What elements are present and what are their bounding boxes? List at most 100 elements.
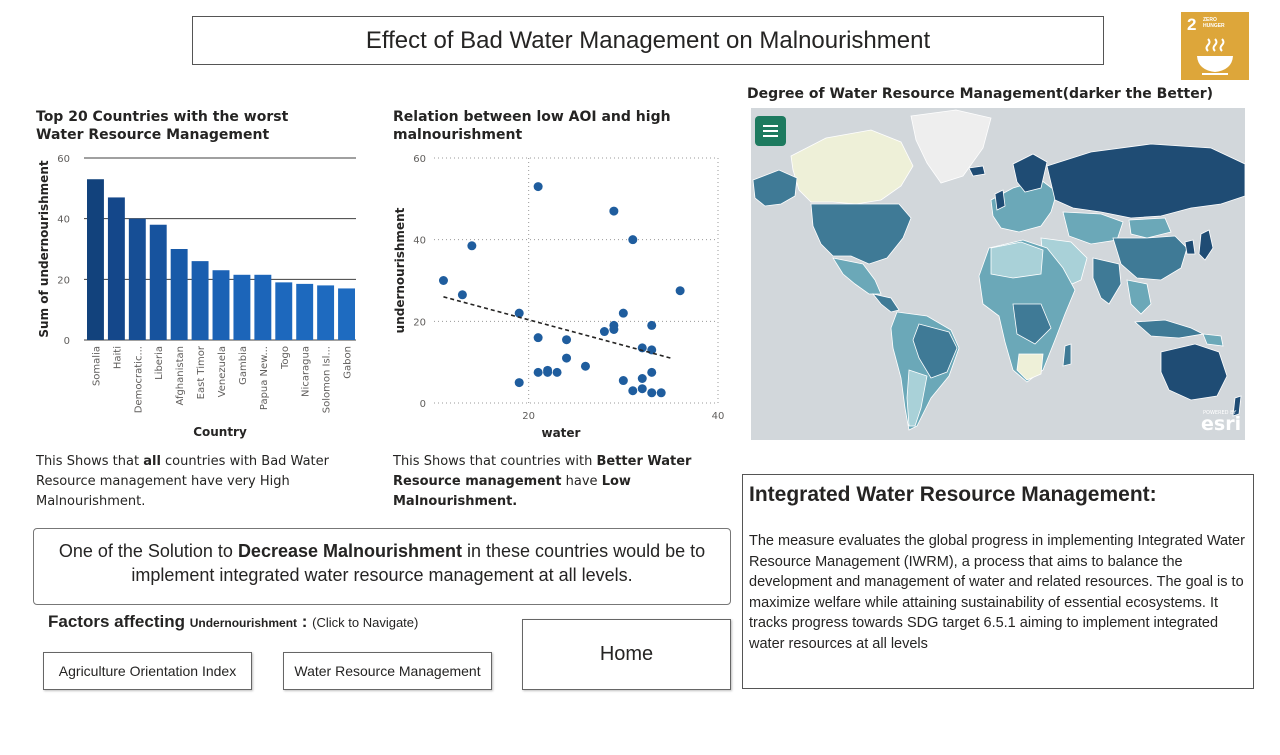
scatter-point [514, 308, 524, 318]
scatter-point [647, 388, 657, 398]
north-africa-region [990, 241, 1044, 279]
world-choropleth-map[interactable]: POWERED BY esri [751, 108, 1245, 440]
bar [170, 249, 188, 340]
argentina-region [906, 369, 928, 427]
map-title: Degree of Water Resource Management(dark… [747, 86, 1214, 102]
scatter-point [599, 327, 609, 337]
home-button[interactable]: Home [522, 619, 731, 690]
bar-x-axis-title: Country [193, 425, 247, 439]
bar [338, 288, 355, 340]
bar-x-tick-label: Nicaragua [301, 346, 312, 397]
scatter-chart: 0 20 40 60 20 40 water undernourishment [393, 154, 725, 440]
bar-chart: 0 20 40 60 Somalia Haiti Democratic... Liberia A… [37, 154, 356, 439]
bar [254, 274, 272, 340]
food-bowl-icon [1197, 38, 1233, 75]
scatter-y-tick-label: 60 [413, 154, 426, 165]
scatter-point [533, 333, 543, 343]
bar-y-tick-label: 20 [57, 275, 70, 286]
bar-x-tick-label: Haiti [112, 346, 123, 369]
korea-region [1184, 239, 1196, 255]
scatter-point [457, 290, 467, 300]
scatter-point [618, 376, 628, 386]
water-resource-management-button[interactable]: Water Resource Management [283, 652, 492, 690]
scatter-chart-title: Relation between low AOI and high malnou… [393, 109, 671, 143]
bar [87, 179, 104, 340]
bar [191, 261, 209, 340]
mexico-region [832, 257, 882, 295]
scatter-point [580, 361, 590, 371]
bar [212, 270, 230, 340]
bar-x-tick-label: Afghanistan [175, 346, 186, 406]
sdg-zero-hunger-badge: 2 ZERO HUNGER [1181, 12, 1249, 80]
bar-y-tick-label: 60 [57, 154, 70, 165]
page-title: Effect of Bad Water Management on Malnou… [192, 16, 1104, 65]
bar-x-tick-label: Gambia [238, 346, 249, 385]
bar [107, 197, 125, 340]
scatter-point [562, 353, 572, 363]
bar-x-tick-label: Democratic... [133, 346, 144, 413]
scatter-point [618, 308, 628, 318]
scatter-point [533, 182, 543, 192]
scatter-point [609, 325, 619, 334]
indonesia-region [1134, 319, 1205, 339]
southeast-asia-region [1126, 279, 1152, 315]
scatter-point [637, 384, 647, 394]
china-region [1112, 235, 1188, 281]
central-america-region [871, 293, 900, 313]
bar [296, 283, 314, 340]
bar-y-tick-label: 40 [57, 215, 70, 226]
scatter-point [628, 386, 638, 396]
bar-y-tick-label: 0 [64, 336, 70, 347]
bar [128, 218, 146, 340]
bar-x-tick-label: Liberia [154, 346, 165, 380]
scatter-point [675, 286, 685, 296]
scatter-y-tick-label: 20 [413, 317, 426, 328]
png-region [1202, 333, 1224, 347]
scatter-point [552, 367, 562, 377]
scatter-point [562, 335, 572, 345]
bar-x-tick-label: East Timor [196, 345, 207, 399]
scatter-point [609, 206, 619, 216]
scatter-point [628, 235, 638, 245]
bar-x-tick-label: Solomon Isl... [322, 346, 333, 413]
greenland-region [910, 109, 992, 184]
madagascar-region [1062, 343, 1072, 367]
agriculture-orientation-index-button[interactable]: Agriculture Orientation Index [43, 652, 252, 690]
scatter-x-tick-label: 20 [522, 411, 535, 422]
scatter-point [637, 374, 647, 383]
bar [275, 282, 293, 340]
scatter-point [647, 367, 657, 377]
scatter-y-tick-label: 40 [413, 236, 426, 247]
scatter-y-axis-title: undernourishment [393, 207, 407, 333]
bar-chart-title: Top 20 Countries with the worst Water Re… [36, 109, 289, 143]
scatter-trendline [443, 296, 671, 359]
scatter-x-tick-label: 40 [712, 411, 725, 422]
esri-watermark: esri [1201, 413, 1241, 435]
canada-region [790, 129, 914, 205]
bar-x-tick-label: Togo [280, 346, 291, 370]
southern-africa-region [1016, 353, 1044, 381]
iwrm-title: Integrated Water Resource Management: [749, 483, 1157, 506]
bar-x-tick-label: Papua New... [259, 346, 270, 410]
scandinavia-region [1012, 153, 1048, 193]
map-menu-button[interactable] [755, 116, 786, 146]
usa-region [810, 203, 912, 265]
bar-y-axis-title: Sum of undernourishment [37, 160, 51, 337]
esri-watermark-small: POWERED BY [1203, 410, 1237, 416]
india-region [1092, 257, 1122, 305]
russia-region [1046, 143, 1245, 219]
solution-statement: One of the Solution to Decrease Malnouri… [33, 528, 731, 605]
scatter-point [533, 367, 543, 377]
bar-x-tick-label: Gabon [343, 346, 354, 379]
australia-region [1160, 343, 1228, 401]
iceland-region [968, 165, 986, 177]
iwrm-info-card: Integrated Water Resource Management: Th… [742, 474, 1254, 689]
bar [149, 224, 167, 340]
bar [317, 285, 335, 340]
map-canvas: POWERED BY esri [752, 109, 1245, 435]
bar [233, 274, 251, 340]
factors-heading: Factors affecting Undernourishment : (Cl… [48, 612, 419, 631]
iwrm-description: The measure evaluates the global progres… [749, 533, 1245, 652]
mongolia-region [1128, 217, 1172, 239]
sdg-number: 2 [1187, 15, 1197, 34]
